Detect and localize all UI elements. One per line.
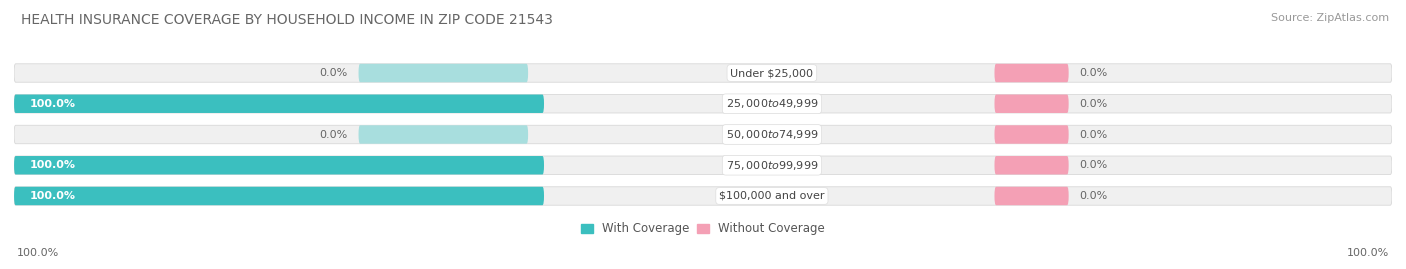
FancyBboxPatch shape [14,187,544,205]
Text: 100.0%: 100.0% [30,191,76,201]
Text: Under $25,000: Under $25,000 [730,68,814,78]
FancyBboxPatch shape [359,64,529,82]
FancyBboxPatch shape [994,125,1069,144]
FancyBboxPatch shape [359,125,529,144]
Text: 100.0%: 100.0% [30,99,76,109]
FancyBboxPatch shape [14,64,1392,82]
Text: 100.0%: 100.0% [17,248,59,258]
Text: Source: ZipAtlas.com: Source: ZipAtlas.com [1271,13,1389,23]
Text: 0.0%: 0.0% [1080,191,1108,201]
FancyBboxPatch shape [994,94,1069,113]
Text: 0.0%: 0.0% [319,129,347,140]
Text: 0.0%: 0.0% [1080,99,1108,109]
FancyBboxPatch shape [994,156,1069,175]
FancyBboxPatch shape [14,187,1392,205]
Text: 100.0%: 100.0% [1347,248,1389,258]
Text: $100,000 and over: $100,000 and over [718,191,825,201]
FancyBboxPatch shape [994,187,1069,205]
Text: $75,000 to $99,999: $75,000 to $99,999 [725,159,818,172]
FancyBboxPatch shape [994,64,1069,82]
Legend: With Coverage, Without Coverage: With Coverage, Without Coverage [581,222,825,235]
Text: 0.0%: 0.0% [1080,160,1108,170]
FancyBboxPatch shape [14,156,1392,175]
Text: 0.0%: 0.0% [319,68,347,78]
Text: $25,000 to $49,999: $25,000 to $49,999 [725,97,818,110]
Text: 0.0%: 0.0% [1080,129,1108,140]
Text: 0.0%: 0.0% [1080,68,1108,78]
Text: 100.0%: 100.0% [30,160,76,170]
Text: HEALTH INSURANCE COVERAGE BY HOUSEHOLD INCOME IN ZIP CODE 21543: HEALTH INSURANCE COVERAGE BY HOUSEHOLD I… [21,13,553,27]
FancyBboxPatch shape [14,156,544,175]
FancyBboxPatch shape [14,125,1392,144]
Text: $50,000 to $74,999: $50,000 to $74,999 [725,128,818,141]
FancyBboxPatch shape [14,94,1392,113]
FancyBboxPatch shape [14,94,544,113]
